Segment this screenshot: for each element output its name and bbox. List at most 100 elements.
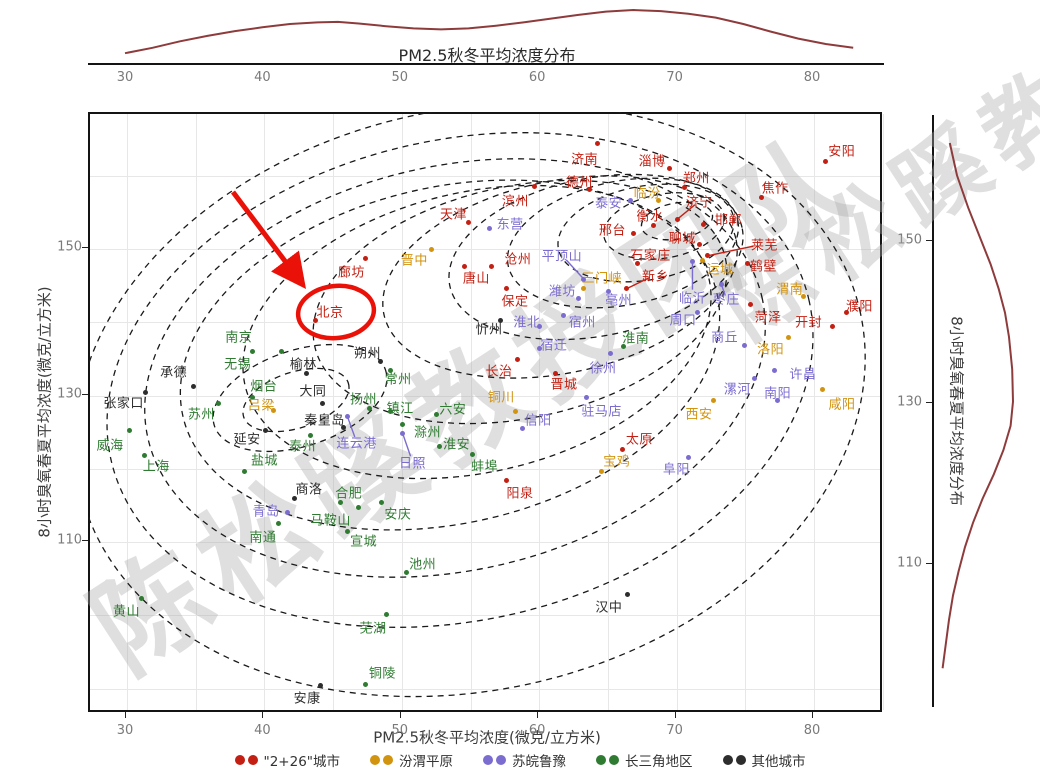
city-label: 邢台 [598, 223, 626, 239]
city-label: 宝鸡 [603, 454, 631, 470]
y-tick-mark [82, 540, 88, 541]
city-point [581, 276, 587, 282]
city-point [497, 317, 503, 323]
gridline [90, 688, 880, 690]
legend-item: 汾渭平原 [370, 750, 453, 770]
city-label: 阜阳 [662, 462, 690, 478]
city-label: 吕梁 [247, 398, 275, 414]
city-point [270, 407, 276, 413]
city-label: 常州 [384, 372, 412, 388]
right-density-curve [941, 142, 1015, 669]
city-point [338, 500, 344, 506]
city-point [718, 281, 724, 287]
y-tick-label: 150 [57, 239, 82, 255]
legend-dot-icon [383, 755, 393, 765]
city-point [437, 443, 443, 449]
city-label: 朔州 [354, 346, 382, 362]
city-label: 晋中 [400, 253, 428, 269]
city-point [428, 247, 434, 253]
leader-line [401, 432, 412, 457]
x-tick-label: 30 [116, 723, 134, 738]
legend-label: 其他城市 [751, 754, 806, 770]
city-point [747, 301, 753, 307]
city-label: 咸阳 [828, 397, 856, 413]
city-point [666, 166, 672, 172]
city-label: 驻马店 [581, 404, 622, 420]
city-label: 洛阳 [757, 342, 785, 358]
city-label: 宣城 [350, 534, 378, 550]
city-point [584, 394, 590, 400]
city-label: 镇江 [386, 401, 414, 417]
city-point [262, 428, 268, 434]
city-label: 承德 [160, 365, 188, 381]
city-point [276, 521, 282, 527]
city-point [356, 505, 362, 511]
city-label: 沧州 [504, 252, 532, 268]
city-label: 渭南 [776, 282, 804, 298]
city-label: 济南 [571, 152, 599, 168]
city-label: 铜陵 [368, 666, 396, 682]
gridline [90, 322, 880, 324]
city-label: 商丘 [711, 330, 739, 346]
city-label: 淮南 [622, 331, 650, 347]
gridline [607, 114, 609, 710]
city-point [696, 242, 702, 248]
legend-dots-icon [370, 755, 393, 765]
city-point [515, 356, 521, 362]
gridline [195, 114, 197, 710]
city-point [141, 452, 147, 458]
city-label: 淄博 [638, 154, 666, 170]
legend-dot-icon [496, 755, 506, 765]
x-top-tick-label: 40 [254, 70, 271, 85]
city-point [470, 451, 476, 457]
x-tick-mark [262, 712, 264, 718]
city-label: 榆林 [289, 357, 317, 373]
city-label: 安庆 [384, 507, 412, 523]
gridline [539, 114, 541, 710]
x-top-tick-label: 50 [391, 70, 409, 85]
city-point [138, 596, 144, 602]
city-label: 宿州 [568, 315, 596, 331]
city-point [291, 496, 297, 502]
city-point [599, 469, 605, 475]
top-density-curve [124, 8, 854, 55]
city-label: 许昌 [789, 367, 817, 383]
x-top-tick-label: 30 [116, 70, 134, 85]
city-point [383, 612, 389, 618]
city-label: 汉中 [595, 600, 623, 616]
city-label: 廊坊 [337, 265, 365, 281]
right-tick-label: 150 [897, 232, 922, 248]
city-label: 泰安 [595, 196, 623, 212]
legend-item: 其他城市 [722, 750, 806, 770]
city-point [575, 295, 581, 301]
city-label: 长治 [485, 364, 513, 380]
leader-line [676, 204, 696, 220]
city-label: 晋城 [550, 377, 578, 393]
gridline [882, 114, 884, 710]
city-label: 黄山 [112, 604, 140, 620]
x-tick-mark [674, 712, 676, 718]
x-tick-label: 60 [528, 723, 546, 738]
city-point [345, 414, 351, 420]
x-tick-label: 50 [391, 723, 409, 738]
city-point [320, 400, 326, 406]
city-point [689, 259, 695, 265]
gridline [90, 468, 880, 470]
annotation-arrow [231, 190, 307, 289]
city-label: 日照 [399, 456, 427, 472]
city-point [215, 400, 221, 406]
gridline [90, 249, 880, 250]
city-label: 宿迁 [540, 338, 568, 354]
legend-dot-icon [483, 755, 493, 765]
city-point [651, 223, 657, 229]
city-point [674, 216, 680, 222]
y-tick-label: 110 [57, 532, 82, 548]
gridline [470, 114, 472, 710]
city-point [519, 426, 525, 432]
city-label: 濮阳 [845, 299, 873, 315]
city-label: 商洛 [295, 482, 323, 498]
city-point [635, 261, 640, 267]
city-point [400, 430, 406, 436]
city-point [772, 368, 778, 374]
right-tick-mark [926, 240, 932, 241]
